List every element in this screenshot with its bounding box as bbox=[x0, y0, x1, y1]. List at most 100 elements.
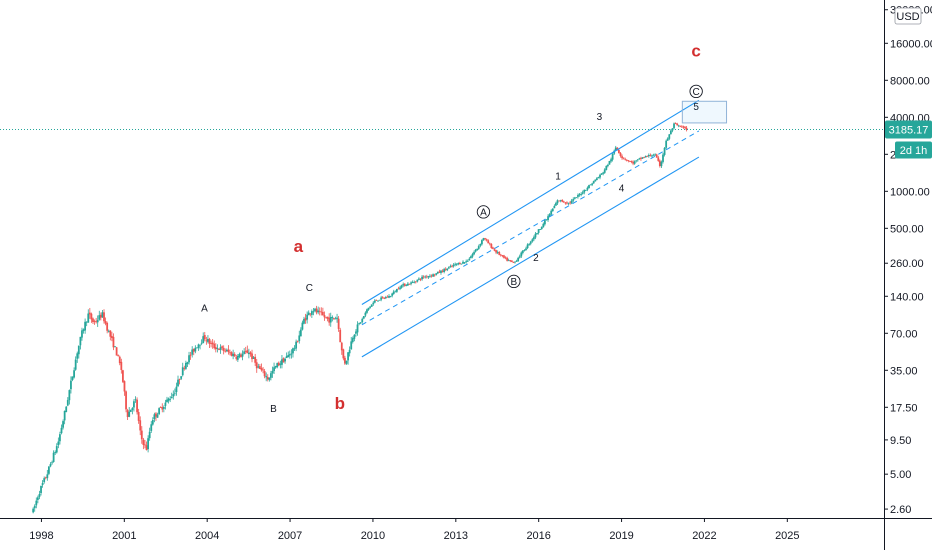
candle-body bbox=[665, 140, 668, 148]
candle-body bbox=[304, 318, 307, 321]
candle-body bbox=[331, 317, 334, 319]
candle-body bbox=[68, 390, 71, 401]
candle-body bbox=[630, 160, 633, 162]
candle-body bbox=[310, 311, 313, 315]
candle-body bbox=[325, 316, 327, 318]
candle-body bbox=[109, 330, 112, 337]
candle-body bbox=[362, 316, 365, 319]
candle-body bbox=[685, 127, 688, 131]
candle-body bbox=[348, 349, 351, 354]
candle-body bbox=[616, 147, 619, 150]
x-tick-label: 2001 bbox=[112, 530, 136, 542]
currency-badge[interactable] bbox=[894, 7, 922, 25]
candle-body bbox=[389, 295, 392, 297]
candle-body bbox=[652, 154, 655, 156]
candle-body bbox=[274, 366, 277, 368]
candle-body bbox=[373, 300, 376, 303]
candle-body bbox=[635, 160, 638, 162]
candle-body bbox=[128, 411, 131, 417]
candle-body bbox=[150, 424, 153, 431]
candle-body bbox=[268, 377, 271, 380]
candle-body bbox=[375, 300, 378, 301]
candle-body bbox=[509, 260, 512, 261]
candle-body bbox=[578, 194, 581, 196]
candle-body bbox=[107, 330, 110, 332]
candle-body bbox=[455, 263, 458, 265]
candle-body bbox=[589, 184, 592, 186]
candle-body bbox=[271, 370, 274, 374]
candle-body bbox=[555, 203, 557, 206]
price-axis-panel bbox=[884, 0, 932, 550]
candle-body bbox=[222, 347, 225, 351]
candle-body bbox=[460, 263, 463, 265]
candle-body bbox=[70, 380, 72, 390]
candle-body bbox=[314, 308, 316, 312]
candle-body bbox=[159, 407, 162, 408]
candle-body bbox=[277, 362, 280, 366]
candle-body bbox=[618, 149, 620, 154]
candle-body bbox=[676, 123, 679, 126]
candle-body bbox=[333, 318, 335, 319]
channel-lower-line[interactable] bbox=[361, 156, 700, 358]
y-tick-label: 140.00 bbox=[890, 291, 924, 303]
candle-body bbox=[203, 334, 206, 340]
candle-body bbox=[573, 197, 576, 199]
candle-body bbox=[318, 310, 321, 312]
wave-annotations: A B Ca b A B 1 2 3 4 5 Cc bbox=[201, 41, 703, 415]
candle-body bbox=[378, 299, 381, 301]
candle-body bbox=[355, 331, 357, 334]
candle-body bbox=[504, 257, 507, 259]
candle-body bbox=[583, 189, 586, 193]
candle-body bbox=[602, 172, 605, 174]
candle-body bbox=[496, 251, 499, 253]
candle-body bbox=[430, 275, 433, 277]
candle-body bbox=[243, 351, 246, 354]
candle-body bbox=[317, 310, 320, 313]
candle-body bbox=[32, 508, 35, 513]
candle-body bbox=[59, 434, 61, 442]
candle-body bbox=[485, 239, 488, 241]
candle-body bbox=[238, 353, 241, 357]
candle-body bbox=[52, 452, 55, 462]
x-tick-label: 2016 bbox=[526, 530, 550, 542]
current-price-label: 3185.17 bbox=[889, 124, 929, 136]
candle-body bbox=[655, 154, 658, 158]
candle-body bbox=[188, 355, 190, 363]
candle-body bbox=[558, 200, 560, 202]
candle-body bbox=[449, 265, 452, 267]
candle-body bbox=[255, 362, 258, 369]
candle-body bbox=[424, 276, 427, 278]
candle-body bbox=[112, 336, 115, 348]
candle-body bbox=[266, 377, 269, 380]
candle-body bbox=[644, 156, 647, 158]
candle-body bbox=[462, 261, 464, 264]
candle-body bbox=[225, 349, 228, 351]
candle-body bbox=[71, 376, 74, 380]
candle-body bbox=[660, 161, 663, 167]
candle-body bbox=[506, 257, 509, 261]
candle-body bbox=[465, 261, 468, 263]
candle-body bbox=[337, 318, 340, 329]
channel-upper-line[interactable] bbox=[361, 99, 700, 305]
candle-body bbox=[597, 177, 600, 179]
target-box[interactable] bbox=[681, 100, 728, 124]
channel-middle-line[interactable] bbox=[361, 130, 700, 326]
candle-body bbox=[33, 505, 36, 509]
candle-body bbox=[657, 157, 660, 161]
candle-body bbox=[104, 321, 107, 324]
y-tick-label: 5.00 bbox=[890, 469, 911, 481]
current-price-badge bbox=[885, 120, 932, 139]
candle-body bbox=[469, 256, 472, 259]
candle-body bbox=[603, 169, 606, 173]
trend-channel[interactable] bbox=[361, 99, 700, 358]
candle-body bbox=[662, 154, 664, 162]
wave-label-major: b bbox=[335, 394, 345, 413]
candle-body bbox=[416, 279, 419, 282]
candle-body bbox=[413, 281, 416, 283]
x-tick-label: 1998 bbox=[29, 530, 53, 542]
candle-body bbox=[682, 126, 685, 128]
candle-body bbox=[216, 348, 219, 349]
